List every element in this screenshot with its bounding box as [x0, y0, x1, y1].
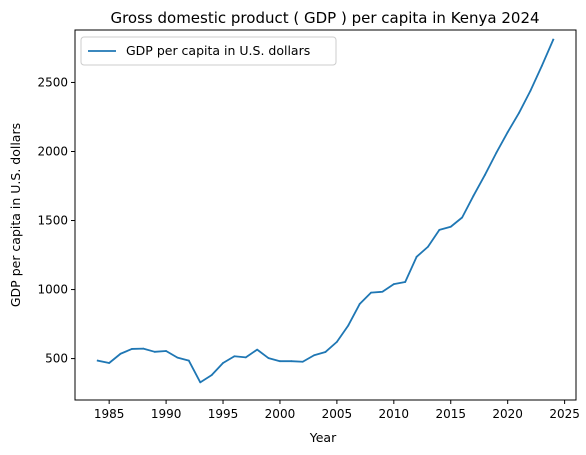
legend-box	[80, 36, 337, 66]
data-point	[301, 360, 304, 363]
plot-frame	[74, 29, 577, 401]
y-axis-label: GDP per capita in U.S. dollars	[8, 123, 23, 307]
data-point	[449, 225, 452, 228]
x-tick-label: 2025	[549, 407, 580, 421]
data-point	[119, 352, 122, 355]
data-points	[96, 38, 555, 384]
data-point	[210, 374, 213, 377]
data-point	[438, 229, 441, 231]
data-point	[358, 303, 361, 305]
data-point	[290, 360, 293, 363]
legend-label: GDP per capita in U.S. dollars	[126, 43, 310, 58]
y-axis: 500 1000 1500 2000 2500	[37, 75, 75, 366]
data-point	[404, 281, 407, 283]
data-point	[392, 283, 395, 286]
data-point	[279, 360, 281, 363]
x-tick-label: 2015	[435, 407, 466, 421]
data-point	[176, 356, 179, 359]
x-axis-label: Year	[309, 430, 337, 445]
data-point	[472, 194, 475, 197]
data-point	[415, 255, 418, 258]
data-point	[244, 356, 247, 359]
data-point	[131, 348, 133, 350]
data-point	[199, 381, 202, 384]
data-point	[96, 359, 99, 362]
data-point	[370, 291, 372, 294]
y-tick-label: 2000	[37, 144, 68, 158]
data-point	[324, 351, 327, 353]
data-point	[461, 216, 464, 219]
x-tick-label: 1985	[94, 407, 125, 421]
x-tick-label: 2005	[322, 407, 353, 421]
y-tick-label: 2500	[37, 75, 68, 89]
data-point	[153, 350, 156, 353]
legend: GDP per capita in U.S. dollars	[80, 36, 337, 66]
y-tick-label: 1000	[37, 283, 68, 297]
x-axis: 1985 1990 1995 2000 2005 2010 2015 2020 2025	[94, 400, 580, 421]
y-tick-label: 1500	[37, 214, 68, 228]
data-point	[540, 64, 543, 67]
x-tick-label: 1995	[208, 407, 239, 421]
data-point	[347, 324, 350, 327]
data-point	[427, 245, 429, 248]
x-tick-label: 2010	[379, 407, 410, 421]
data-point	[256, 348, 259, 351]
y-tick-label: 500	[45, 352, 68, 366]
data-point	[233, 355, 236, 358]
data-point	[222, 362, 224, 364]
chart-title: Gross domestic product ( GDP ) per capit…	[110, 9, 539, 27]
data-point	[484, 174, 486, 176]
x-tick-label: 2000	[265, 407, 296, 421]
data-point	[381, 290, 384, 293]
data-point	[142, 347, 145, 350]
data-point	[335, 340, 338, 343]
data-point	[495, 151, 498, 154]
data-point	[529, 89, 532, 92]
x-tick-label: 2020	[492, 407, 523, 421]
data-point	[165, 350, 167, 352]
data-point	[108, 362, 111, 364]
data-point	[313, 354, 316, 357]
data-point	[267, 357, 270, 360]
data-point	[187, 359, 190, 362]
data-point	[552, 38, 555, 41]
data-point	[506, 131, 509, 134]
data-point	[518, 111, 520, 114]
x-tick-label: 1990	[151, 407, 182, 421]
